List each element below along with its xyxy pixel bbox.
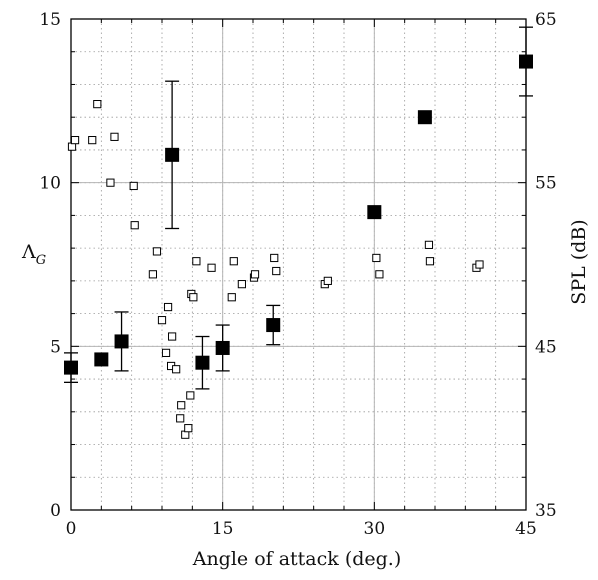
axis-labels: Angle of attack (deg.) ΛG SPL (dB) [21, 219, 590, 570]
lambda-g-point [227, 293, 236, 302]
spl-point [367, 205, 382, 220]
x-tick-label: 30 [364, 519, 386, 539]
spl-point [64, 360, 78, 375]
lambda-g-point [424, 240, 434, 249]
lambda-g-point [176, 414, 185, 423]
spl-series [64, 26, 533, 390]
lambda-g-point [148, 270, 158, 279]
y2-tick-label: 45 [535, 337, 557, 357]
lambda-g-point [250, 270, 260, 279]
y2-tick-label: 55 [535, 174, 557, 194]
lambda-g-point [372, 253, 381, 263]
x-tick-label: 15 [212, 519, 234, 539]
lambda-g-point [163, 302, 173, 312]
lambda-g-point [475, 260, 484, 269]
lambda-g-point [186, 391, 195, 400]
y2-tick-label: 65 [535, 10, 557, 30]
lambda-g-point [129, 181, 138, 191]
lambda-g-point [168, 332, 177, 341]
lambda-g-point [157, 316, 167, 325]
lambda-g-point [88, 136, 97, 145]
x-tick-label: 45 [515, 519, 537, 539]
lambda-g-point [323, 276, 332, 285]
spl-point [266, 318, 281, 333]
y-tick-label: 5 [50, 337, 61, 357]
plot-frame [70, 18, 527, 511]
lambda-g-point [177, 401, 186, 410]
x-tick-label: 0 [66, 519, 77, 539]
lambda-g-point [70, 136, 80, 145]
lambda-g-point [93, 100, 102, 109]
spl-point [195, 355, 210, 370]
lambda-g-point [106, 178, 115, 187]
spl-point [165, 147, 180, 162]
y-tick-label: 15 [39, 10, 61, 30]
lambda-g-point [110, 132, 119, 141]
y-axis-title-sub: G [36, 253, 46, 268]
spl-point [94, 352, 109, 367]
lambda-g-point [229, 257, 238, 266]
y2-axis-title: SPL (dB) [568, 219, 590, 304]
lambda-g-point [152, 247, 162, 256]
y-axis-title-main: Λ [21, 241, 36, 263]
lambda-g-point [130, 221, 139, 230]
lambda-g-point [192, 257, 201, 266]
y2-tick-label: 35 [535, 501, 557, 521]
lambda-g-point [161, 348, 171, 357]
lambda-g-point [425, 257, 435, 266]
lambda-g-point [237, 280, 246, 289]
lambda-g-point [172, 365, 181, 374]
grid [70, 18, 527, 511]
lambda-g-point [270, 253, 279, 263]
y-tick-label: 10 [39, 174, 61, 194]
lambda-g-point [272, 266, 281, 276]
spl-point [215, 340, 230, 355]
y-tick-label: 0 [50, 501, 61, 521]
lambda-g-point [184, 424, 193, 433]
y-axis-title: ΛG [21, 241, 46, 268]
plot-border [70, 18, 527, 511]
spl-point [417, 110, 432, 125]
x-axis-title: Angle of attack (deg.) [192, 548, 402, 570]
lambda-g-point [207, 263, 216, 272]
spl-point [519, 54, 533, 69]
lambda-g-point [375, 270, 384, 279]
lambda-g-point [189, 293, 198, 302]
spl-point [114, 334, 129, 349]
lambda-g-series [67, 100, 484, 439]
